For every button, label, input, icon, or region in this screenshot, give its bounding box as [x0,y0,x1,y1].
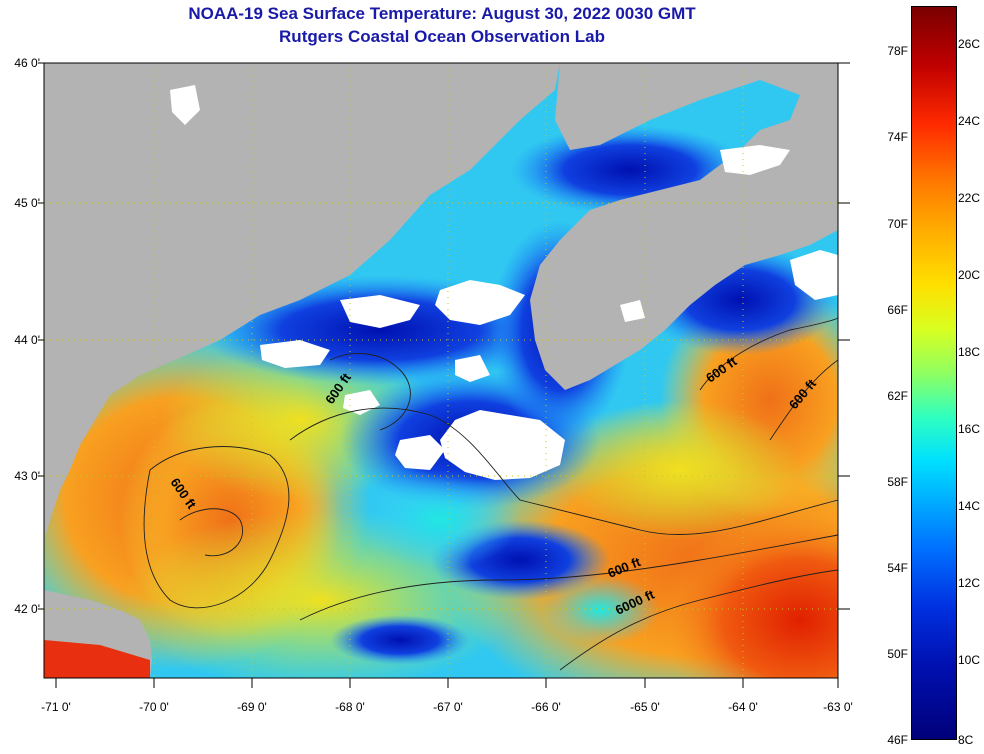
colorbar-c-label: 8C [958,733,974,747]
colorbar-f-label: 58F [887,475,908,489]
latitude-label: 46 0' [14,56,40,70]
colorbar-f-label: 54F [887,561,908,575]
land-nova-scotia [530,63,838,390]
colorbar-f-label: 78F [887,44,908,58]
land-north-strip [555,63,760,150]
map-subtitle: Rutgers Coastal Ocean Observation Lab [279,27,605,46]
latitude-label: 43 0' [14,469,40,483]
colorbar-c-label: 14C [958,499,981,513]
colorbar-f-label: 50F [887,647,908,661]
colorbar-c-label: 26C [958,37,981,51]
longitude-label: -70 0' [139,700,169,714]
latitude-label: 45 0' [14,196,40,210]
temperature-colorbar [911,6,957,740]
colorbar-c-label: 10C [958,653,981,667]
longitude-label: -65 0' [630,700,660,714]
colorbar-f-label: 46F [887,733,908,747]
colorbar-f-label: 70F [887,217,908,231]
longitude-label: -66 0' [531,700,561,714]
colorbar-f-label: 66F [887,303,908,317]
longitude-label: -69 0' [237,700,267,714]
map-title: NOAA-19 Sea Surface Temperature: August … [188,4,696,23]
colorbar-f-label: 62F [887,389,908,403]
colorbar-c-label: 12C [958,576,981,590]
colorbar-c-label: 22C [958,191,981,205]
colorbar-f-label: 74F [887,130,908,144]
latitude-label: 42 0' [14,602,40,616]
colorbar-c-label: 20C [958,268,981,282]
longitude-label: -68 0' [335,700,365,714]
colorbar-c-label: 16C [958,422,981,436]
colorbar-c-label: 18C [958,345,981,359]
longitude-label: -63 0' [823,700,853,714]
longitude-label: -67 0' [433,700,463,714]
longitude-label: -64 0' [728,700,758,714]
land-new-england [44,63,560,540]
colorbar-c-label: 24C [958,114,981,128]
longitude-label: -71 0' [41,700,71,714]
latitude-label: 44 0' [14,333,40,347]
